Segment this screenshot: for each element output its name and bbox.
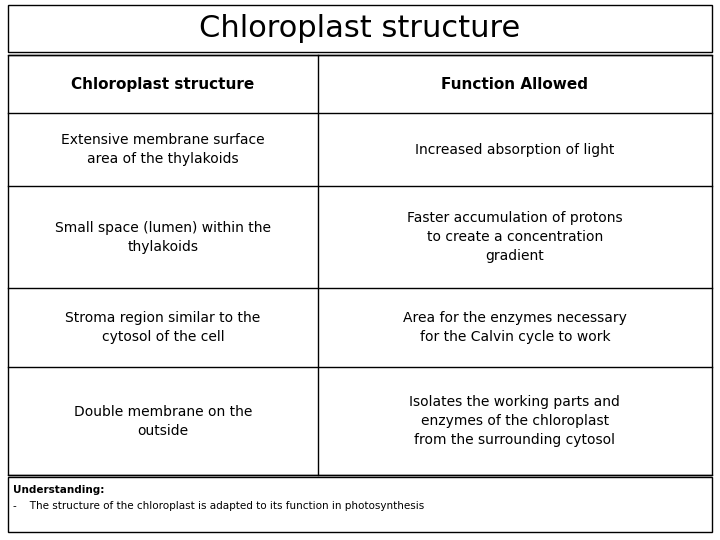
Text: Faster accumulation of protons
to create a concentration
gradient: Faster accumulation of protons to create…	[407, 211, 623, 263]
Bar	[8, 477, 712, 532]
Text: Area for the enzymes necessary
for the Calvin cycle to work: Area for the enzymes necessary for the C…	[403, 311, 627, 344]
Text: Double membrane on the
outside: Double membrane on the outside	[73, 404, 252, 437]
Bar	[8, 5, 712, 52]
Text: Isolates the working parts and
enzymes of the chloroplast
from the surrounding c: Isolates the working parts and enzymes o…	[410, 395, 621, 447]
Text: Chloroplast structure: Chloroplast structure	[199, 14, 521, 43]
Text: Stroma region similar to the
cytosol of the cell: Stroma region similar to the cytosol of …	[66, 311, 261, 344]
Text: Function Allowed: Function Allowed	[441, 77, 588, 92]
Bar	[8, 55, 712, 475]
Text: Extensive membrane surface
area of the thylakoids: Extensive membrane surface area of the t…	[61, 133, 265, 166]
Text: Increased absorption of light: Increased absorption of light	[415, 143, 615, 157]
Text: -    The structure of the chloroplast is adapted to its function in photosynthes: - The structure of the chloroplast is ad…	[13, 501, 424, 511]
Text: Understanding:: Understanding:	[13, 485, 104, 495]
Text: Chloroplast structure: Chloroplast structure	[71, 77, 254, 92]
Text: Small space (lumen) within the
thylakoids: Small space (lumen) within the thylakoid…	[55, 221, 271, 254]
